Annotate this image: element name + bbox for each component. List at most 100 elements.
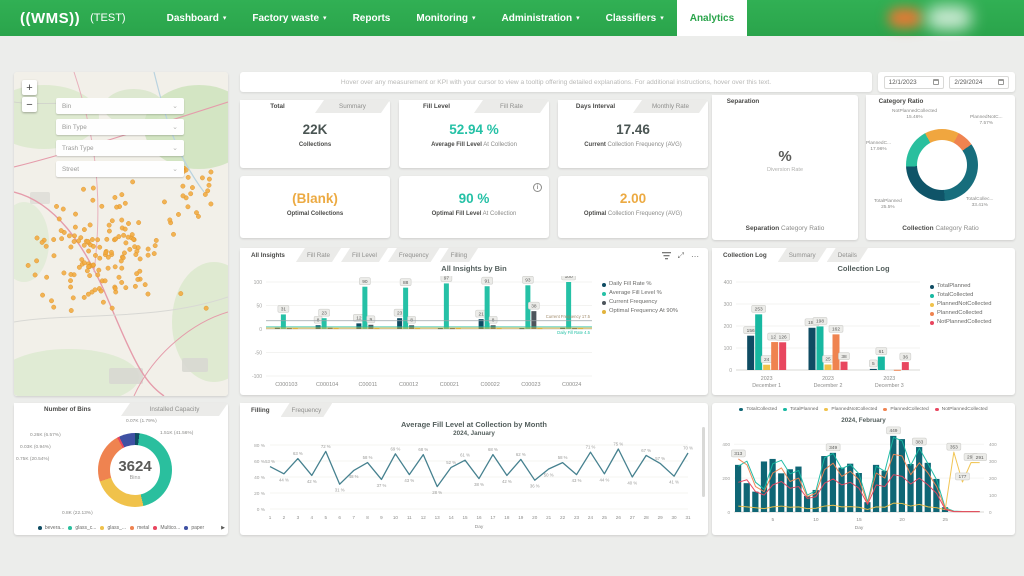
vertical-scrollbar[interactable] [702,427,705,497]
calendar-icon [998,79,1005,85]
nav-item-administration[interactable]: Administration ▾ [501,12,580,24]
tab-log-summary[interactable]: Summary [778,248,827,262]
svg-text:18: 18 [504,515,510,520]
legend-item-current-frequency[interactable]: Current Frequency [602,298,678,307]
focus-mode-icon[interactable]: ⤢ [677,251,684,260]
kpi-label: Optimal Collections [286,211,344,217]
tab-insights-filling[interactable]: Filling [440,248,478,262]
svg-text:28: 28 [644,515,650,520]
tab-insights-fill-level[interactable]: Fill Level [341,248,388,262]
map-filter-street[interactable]: Street ⌄ [56,161,184,177]
legend-item-notplannedcollected[interactable]: NotPlannedCollected [930,318,991,327]
svg-text:Day: Day [855,525,864,531]
legend-item-optimal-frequency-at-90-[interactable]: Optimal Frequency At 90% [602,307,678,316]
svg-text:0 %: 0 % [257,507,266,513]
nav-item-monitoring[interactable]: Monitoring ▾ [416,12,476,24]
tab-number-of-bins[interactable]: Number of Bins [14,403,121,416]
svg-text:44 %: 44 % [279,477,289,482]
legend-item-notplannedcollected[interactable]: NotPlannedCollected [934,407,988,412]
nav-item-reports[interactable]: Reports [352,12,391,24]
nav-item-analytics[interactable]: Analytics [676,0,748,36]
collection-category-donut[interactable] [906,129,978,201]
svg-text:30: 30 [672,515,678,520]
february-collection-card: TotalCollected TotalPlanned PlannedNotColl… [712,403,1015,535]
map-zoom-out-button[interactable]: − [22,97,37,112]
map-zoom-in-button[interactable]: + [22,80,37,95]
legend-item-bevera-[interactable]: bevera... [37,525,64,531]
map-filter-bin[interactable]: Bin ⌄ [56,98,184,114]
legend-item-plannedcollected[interactable]: PlannedCollected [930,309,991,318]
map-filter-bin-type[interactable]: Bin Type ⌄ [56,119,184,135]
kpi-value: 22K [302,122,328,137]
legend-item-multico-[interactable]: Multico... [153,525,180,531]
more-options-icon[interactable]: ⋯ [691,251,700,261]
tab-category-ratio[interactable]: Category Ratio [866,95,936,108]
kpi-card-optimal-collections: (Blank) Optimal Collections [240,176,390,238]
svg-text:93: 93 [525,277,531,283]
svg-text:291: 291 [976,455,984,461]
tab-separation[interactable]: Separation [712,95,774,108]
legend-item-totalplanned[interactable]: TotalPlanned [930,282,991,291]
svg-text:353: 353 [950,444,958,450]
tab-monthly-rate[interactable]: Monthly Rate [633,100,708,113]
legend-item-totalcollected[interactable]: TotalCollected [739,407,777,412]
svg-text:31: 31 [281,307,287,313]
svg-text:50: 50 [256,303,262,309]
tab-filling-frequency[interactable]: Frequency [281,403,333,417]
legend-item-paper[interactable]: paper [184,525,204,531]
legend-item-glass-[interactable]: glass_... [100,525,126,531]
svg-text:16: 16 [476,515,482,520]
filter-icon[interactable] [661,252,671,260]
svg-text:0: 0 [729,368,732,374]
nav-item-factory-waste[interactable]: Factory waste ▾ [252,12,327,24]
chevron-down-icon: ⌄ [172,145,178,152]
tab-summary[interactable]: Summary [315,100,390,113]
tab-fill-rate[interactable]: Fill Rate [474,100,549,113]
nav-item-dashboard[interactable]: Dashboard ▾ [166,12,227,24]
tab-insights-all-insights[interactable]: All Insights [240,248,296,262]
nav-item-classifiers[interactable]: Classifiers ▾ [605,12,664,24]
svg-text:50 %: 50 % [544,473,554,478]
svg-text:400: 400 [989,442,997,447]
svg-text:60 %: 60 % [254,459,266,465]
svg-text:91: 91 [484,278,490,284]
tab-days-interval[interactable]: Days Interval [558,100,633,113]
legend-item-plannedcollected[interactable]: PlannedCollected [883,407,929,412]
tab-filling-filling[interactable]: Filling [240,403,281,417]
legend-item-glass-c-[interactable]: glass_c... [68,525,96,531]
legend-item-plannednotcollected[interactable]: PlannedNotCollected [824,407,877,412]
tab-insights-fill-rate[interactable]: Fill Rate [296,248,341,262]
user-avatar[interactable] [888,8,922,28]
legend-item-totalplanned[interactable]: TotalPlanned [783,407,818,412]
bins-donut[interactable]: 3624 Bins [98,433,172,507]
date-to-input[interactable]: 2/29/2024 [949,75,1010,89]
legend-item-metal[interactable]: metal [130,525,149,531]
svg-text:25: 25 [602,515,608,520]
svg-text:C000103: C000103 [275,382,297,388]
tab-log-details[interactable]: Details [827,248,868,262]
tab-installed-capacity[interactable]: Installed Capacity [121,403,228,416]
svg-text:71 %: 71 % [586,445,596,450]
legend-item-daily-fill-rate-[interactable]: Daily Fill Rate % [602,280,678,289]
caret-down-icon: ▾ [576,15,580,22]
legend-item-totalcollected[interactable]: TotalCollected [930,291,991,300]
tab-log-collection-log[interactable]: Collection Log [712,248,778,262]
kpi-value: 17.46 [616,122,650,137]
tab-total[interactable]: Total [240,100,315,113]
tab-fill-level[interactable]: Fill Level [399,100,474,113]
tab-insights-frequency[interactable]: Frequency [388,248,440,262]
svg-text:37 %: 37 % [377,483,387,488]
legend-item-average-fill-level-[interactable]: Average Fill Level % [602,289,678,298]
svg-text:1: 1 [269,515,272,520]
collection-log-chart: 400 300 200 100 0 156 192 5 253 198 61 24 25 127 162 12… [724,280,920,389]
svg-text:Day: Day [475,524,484,530]
svg-text:12: 12 [356,316,362,322]
legend-next-arrow[interactable]: ▶ [221,525,225,531]
map-filter-trash-type[interactable]: Trash Type ⌄ [56,140,184,156]
legend-item-plannednotcollected[interactable]: PlannedNotCollected [930,300,991,309]
date-from-input[interactable]: 12/1/2023 [883,75,944,89]
svg-text:40 %: 40 % [627,481,637,486]
kpi-value: 52.94 % [449,122,499,137]
info-icon[interactable]: i [533,183,542,192]
